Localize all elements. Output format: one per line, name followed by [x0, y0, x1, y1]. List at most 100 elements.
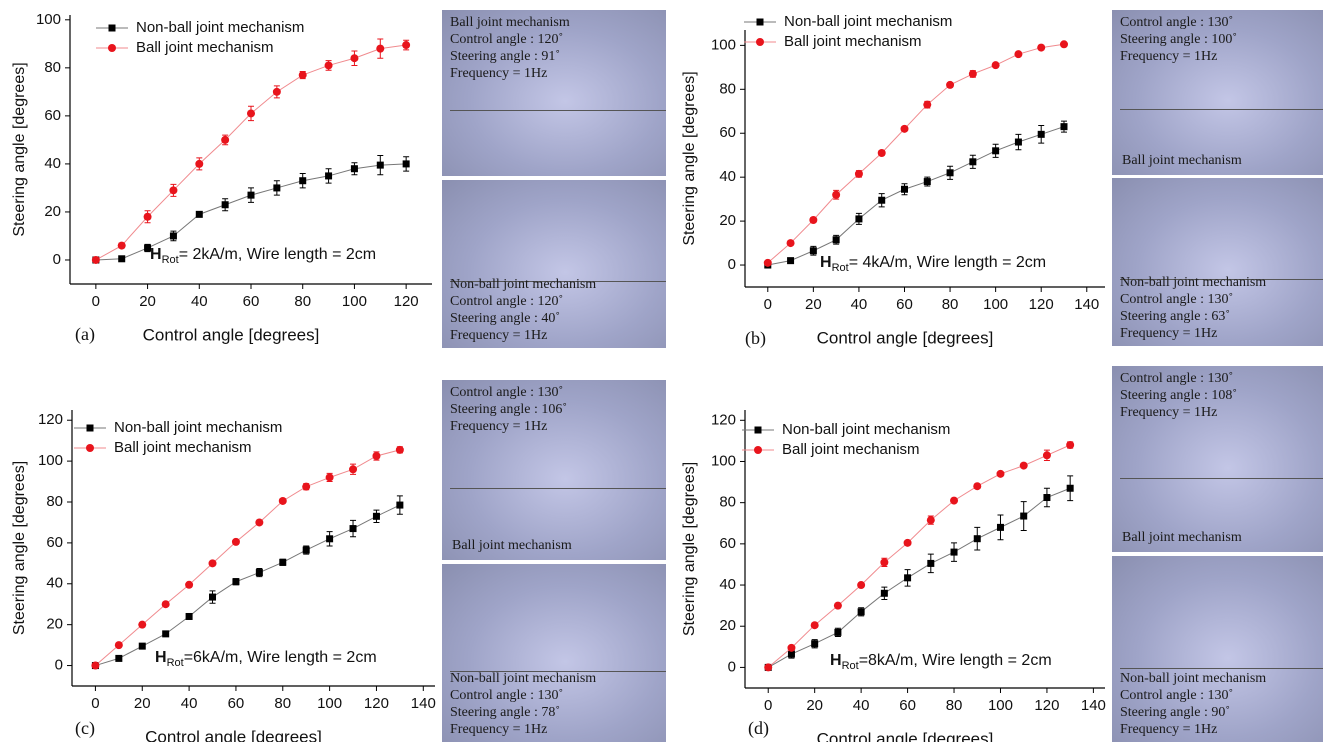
x-tick-label: 40 [181, 695, 198, 712]
caption-line: Control angle : 130˚ [1120, 687, 1319, 704]
marker [299, 177, 306, 184]
marker [169, 186, 177, 194]
marker [1038, 131, 1045, 138]
x-tick-label: 100 [983, 296, 1008, 313]
x-tick-label: 20 [134, 695, 151, 712]
caption-line: Steering angle : 108˚ [1120, 387, 1319, 404]
marker [248, 192, 255, 199]
annotation-symbol: H [820, 254, 832, 271]
series-line [768, 127, 1064, 265]
marker [1060, 123, 1067, 130]
x-tick-label: 140 [1081, 697, 1106, 714]
y-tick-label: 80 [719, 494, 736, 511]
annotation-symbol: H [830, 652, 842, 669]
marker [810, 247, 817, 254]
x-tick-label: 60 [896, 296, 913, 313]
marker [950, 497, 958, 505]
marker [377, 162, 384, 169]
marker [756, 38, 764, 46]
marker [878, 149, 886, 157]
caption: Control angle : 130˚Steering angle : 106… [450, 384, 662, 435]
caption-line: Control angle : 130˚ [450, 384, 662, 401]
marker [138, 621, 146, 629]
annotation-text: =8kA/m, Wire length = 2cm [859, 652, 1052, 669]
caption-line: Frequency = 1Hz [1120, 48, 1319, 65]
photo-panel: Ball joint mechanismControl angle : 120˚… [442, 10, 666, 176]
caption-line: Frequency = 1Hz [1120, 325, 1319, 342]
y-tick-label: 100 [38, 452, 63, 469]
marker [1020, 513, 1027, 520]
marker [86, 444, 94, 452]
x-tick-label: 40 [191, 293, 208, 310]
marker [764, 259, 772, 267]
marker [273, 184, 280, 191]
x-tick-label: 0 [764, 697, 772, 714]
caption-line: Steering angle : 63˚ [1120, 308, 1319, 325]
marker [209, 594, 216, 601]
caption: Non-ball joint mechanismControl angle : … [450, 670, 662, 738]
marker [832, 191, 840, 199]
y-tick-label: 60 [44, 107, 61, 124]
ruler [450, 488, 666, 489]
marker [256, 569, 263, 576]
marker [901, 186, 908, 193]
y-tick-label: 100 [711, 36, 736, 53]
x-tick-label: 100 [317, 695, 342, 712]
marker [144, 213, 152, 221]
caption: Ball joint mechanismControl angle : 120˚… [450, 14, 662, 82]
marker [402, 41, 410, 49]
photo-panel: Control angle : 130˚Steering angle : 108… [1112, 366, 1323, 552]
marker [927, 560, 934, 567]
caption-line: Control angle : 120˚ [450, 31, 662, 48]
annotation: HRot= 2kA/m, Wire length = 2cm [150, 246, 376, 266]
marker [247, 109, 255, 117]
x-tick-label: 120 [1034, 697, 1059, 714]
marker [904, 574, 911, 581]
caption: Control angle : 130˚Steering angle : 100… [1120, 14, 1319, 65]
x-tick-label: 20 [805, 296, 822, 313]
marker [221, 136, 229, 144]
marker [787, 239, 795, 247]
marker [302, 483, 310, 491]
x-axis-label: Control angle [degrees] [817, 328, 994, 347]
marker [1043, 494, 1050, 501]
marker [373, 513, 380, 520]
y-tick-label: 20 [44, 203, 61, 220]
x-tick-label: 80 [294, 293, 311, 310]
x-axis-label: Control angle [degrees] [145, 727, 322, 742]
annotation-text: = 4kA/m, Wire length = 2cm [849, 254, 1046, 271]
legend-label: Non-ball joint mechanism [136, 19, 304, 36]
marker [1015, 139, 1022, 146]
caption: Non-ball joint mechanismControl angle : … [450, 276, 662, 344]
legend-label: Non-ball joint mechanism [784, 13, 952, 30]
photo-panel: Control angle : 130˚Steering angle : 100… [1112, 10, 1323, 175]
annotation-subscript: Rot [832, 262, 849, 274]
marker [1037, 44, 1045, 52]
annotation-subscript: Rot [162, 254, 179, 266]
caption-line: Control angle : 130˚ [1120, 291, 1319, 308]
photo-panel: Control angle : 130˚Steering angle : 106… [442, 380, 666, 560]
marker [350, 54, 358, 62]
series-line [768, 445, 1070, 667]
figure: 020406080100120020406080100Control angle… [0, 0, 1323, 742]
marker [787, 644, 795, 652]
caption-note: Ball joint mechanism [1122, 530, 1242, 546]
caption-line: Non-ball joint mechanism [450, 670, 662, 687]
y-axis-label: Steering angle [degrees] [681, 462, 698, 636]
marker [255, 518, 263, 526]
marker [170, 232, 177, 239]
x-axis-label: Control angle [degrees] [817, 729, 994, 742]
legend-label: Ball joint mechanism [782, 441, 920, 458]
y-tick-label: 120 [38, 411, 63, 428]
caption: Non-ball joint mechanismControl angle : … [1120, 274, 1319, 342]
panel-label: (d) [748, 718, 769, 739]
photo-panel: Non-ball joint mechanismControl angle : … [442, 180, 666, 348]
caption-line: Non-ball joint mechanism [1120, 670, 1319, 687]
marker [1066, 441, 1074, 449]
marker [996, 470, 1004, 478]
x-tick-label: 20 [806, 697, 823, 714]
marker [809, 216, 817, 224]
marker [947, 169, 954, 176]
x-tick-label: 120 [364, 695, 389, 712]
marker [209, 559, 217, 567]
